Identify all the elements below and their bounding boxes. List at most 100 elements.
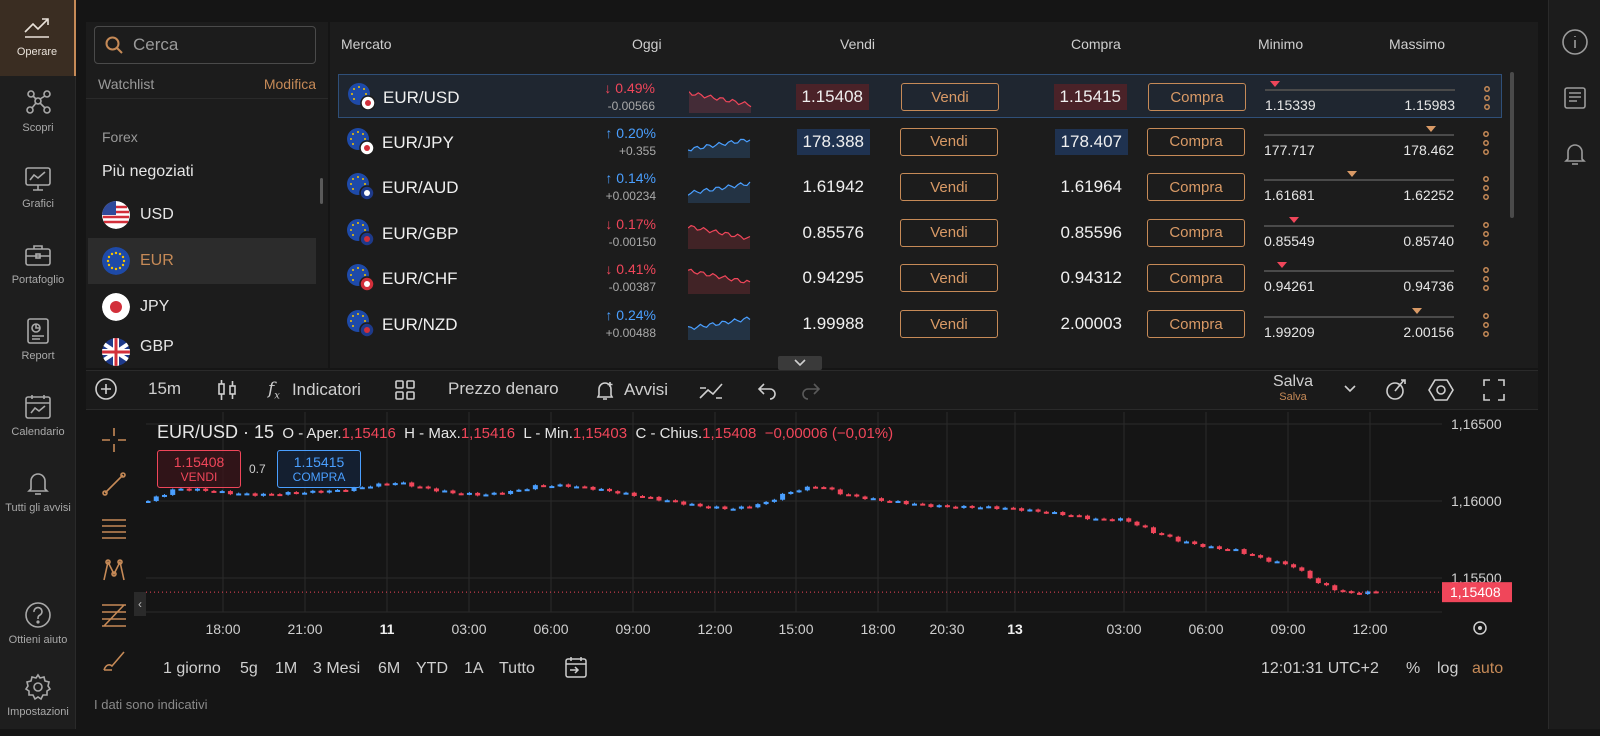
- trend-line-icon[interactable]: [100, 470, 128, 498]
- interval-button[interactable]: 15m: [148, 379, 182, 398]
- nav-item-grafici[interactable]: Grafici: [0, 152, 76, 228]
- quick-draw-icon[interactable]: [1384, 377, 1410, 403]
- column-header-market[interactable]: Mercato: [341, 36, 392, 52]
- column-header-today[interactable]: Oggi: [632, 36, 662, 52]
- more-options-icon[interactable]: [1480, 221, 1492, 247]
- watchlist-item-usd[interactable]: USD: [88, 192, 316, 238]
- indicators-button[interactable]: fx Indicatori: [268, 379, 361, 402]
- log-scale-toggle[interactable]: log: [1437, 660, 1459, 677]
- chart-sell-button[interactable]: 1.15408 VENDI: [157, 450, 241, 488]
- layout-icon[interactable]: [394, 379, 416, 401]
- candle-body: [763, 501, 769, 505]
- flag-us-icon: [102, 201, 130, 229]
- bell-icon[interactable]: [1561, 140, 1589, 168]
- gear-icon[interactable]: [1466, 614, 1534, 634]
- range-button[interactable]: YTD: [416, 660, 448, 677]
- buy-button[interactable]: Compra: [1148, 83, 1246, 111]
- watchlist-item-gbp[interactable]: GBP: [88, 330, 316, 366]
- collapse-tools-chevron-icon[interactable]: ‹: [134, 592, 146, 616]
- candle-body: [1159, 533, 1165, 536]
- column-header-buy[interactable]: Compra: [1071, 36, 1121, 52]
- fullscreen-icon[interactable]: [1482, 378, 1506, 402]
- range-button[interactable]: 1M: [275, 660, 298, 677]
- table-row[interactable]: EUR/GBP ↓ 0.17% -0.00150 0.85576 Vendi 0.8559…: [338, 211, 1502, 255]
- nav-item-impostazioni[interactable]: Impostazioni: [0, 660, 76, 736]
- buy-button[interactable]: Compra: [1147, 173, 1245, 202]
- nav-item-avvisi[interactable]: Tutti gli avvisi: [0, 456, 76, 536]
- scrollbar[interactable]: [320, 178, 323, 204]
- price-type-button[interactable]: Prezzo denaro: [448, 379, 559, 398]
- nav-item-scopri[interactable]: Scopri: [0, 76, 76, 152]
- watchlist-item-jpy[interactable]: JPY: [88, 284, 316, 330]
- buy-button[interactable]: Compra: [1147, 264, 1245, 293]
- more-options-icon[interactable]: [1480, 266, 1492, 292]
- save-button[interactable]: Salva Salva: [1272, 373, 1314, 403]
- more-options-icon[interactable]: [1480, 312, 1492, 338]
- column-header-max[interactable]: Massimo: [1389, 36, 1446, 52]
- sell-button[interactable]: Vendi: [901, 83, 999, 111]
- watchlist-item-eur[interactable]: EUR: [88, 238, 316, 284]
- candle-body: [1109, 519, 1115, 522]
- settings-hexagon-icon[interactable]: [1428, 377, 1454, 403]
- undo-icon[interactable]: [756, 380, 778, 400]
- redo-icon[interactable]: [800, 380, 822, 400]
- axis-settings-icon[interactable]: [1473, 621, 1487, 635]
- fibonacci-icon[interactable]: [100, 600, 128, 628]
- info-icon[interactable]: [1561, 28, 1589, 56]
- range-button[interactable]: 3 Mesi: [313, 660, 361, 677]
- candle-body: [854, 494, 860, 497]
- last-price-tag: [1442, 582, 1512, 603]
- table-row[interactable]: EUR/NZD ↑ 0.24% +0.00488 1.99988 Vendi 2.0000…: [338, 302, 1502, 346]
- range-button[interactable]: Tutto: [499, 660, 535, 677]
- sell-button[interactable]: Vendi: [900, 264, 998, 293]
- auto-scale-toggle[interactable]: auto: [1472, 660, 1504, 677]
- news-icon[interactable]: [1561, 84, 1589, 112]
- collapse-handle[interactable]: [778, 356, 822, 370]
- sell-button[interactable]: Vendi: [900, 310, 998, 338]
- candle-body: [1093, 518, 1099, 521]
- nav-item-aiuto[interactable]: Ottieni aiuto: [0, 588, 76, 664]
- nav-item-report[interactable]: Report: [0, 304, 76, 380]
- buy-button[interactable]: Compra: [1147, 218, 1245, 247]
- nav-item-calendario[interactable]: Calendario: [0, 380, 76, 456]
- buy-button[interactable]: Compra: [1147, 310, 1245, 338]
- horizontal-lines-icon[interactable]: [100, 514, 128, 542]
- candles-icon[interactable]: [216, 378, 238, 402]
- buy-button[interactable]: Compra: [1147, 127, 1245, 156]
- candle-body: [1249, 553, 1255, 556]
- column-header-min[interactable]: Minimo: [1258, 36, 1304, 52]
- sell-button[interactable]: Vendi: [900, 127, 998, 156]
- nav-item-portafoglio[interactable]: Portafoglio: [0, 228, 76, 304]
- table-row[interactable]: EUR/USD ↓ 0.49% -0.00566 1.15408 Vendi 1.1541…: [338, 74, 1502, 118]
- table-row[interactable]: EUR/JPY ↑ 0.20% +0.355 178.388 Vendi 178.407 C…: [338, 120, 1502, 164]
- more-options-icon[interactable]: [1480, 175, 1492, 201]
- table-scrollbar[interactable]: [1510, 72, 1514, 218]
- column-header-sell[interactable]: Vendi: [840, 36, 876, 52]
- range-button[interactable]: 1 giorno: [163, 660, 221, 677]
- percent-scale-toggle[interactable]: %: [1406, 660, 1421, 677]
- range-button[interactable]: 5g: [240, 660, 258, 677]
- add-icon[interactable]: [94, 377, 118, 401]
- date-range-icon[interactable]: [564, 655, 588, 684]
- search-input[interactable]: Cerca: [94, 26, 316, 64]
- alarm-add-icon: [596, 382, 614, 400]
- pattern-icon[interactable]: [100, 556, 128, 584]
- sell-button[interactable]: Vendi: [900, 218, 998, 247]
- nav-item-operare[interactable]: Operare: [0, 0, 76, 76]
- range-button[interactable]: 1A: [464, 660, 484, 677]
- watchlist-edit-link[interactable]: Modifica: [263, 76, 316, 92]
- table-row[interactable]: EUR/AUD ↑ 0.14% +0.00234 1.61942 Vendi 1.6196…: [338, 165, 1502, 209]
- more-options-icon[interactable]: [1480, 130, 1492, 156]
- table-row[interactable]: EUR/CHF ↓ 0.41% -0.00387 0.94295 Vendi 0.9431…: [338, 256, 1502, 300]
- range-button[interactable]: 6M: [378, 660, 401, 677]
- chart-toolbar: 15m fx Indicatori Prezzo denaro Avvisi S…: [86, 370, 1538, 410]
- more-options-icon[interactable]: [1481, 85, 1493, 111]
- chart-buy-button[interactable]: 1.15415 COMPRA: [277, 450, 361, 488]
- brush-icon[interactable]: [100, 646, 128, 674]
- save-dropdown-chevron-icon[interactable]: [1344, 385, 1356, 393]
- alerts-button[interactable]: Avvisi: [594, 379, 668, 401]
- sell-button[interactable]: Vendi: [900, 173, 998, 202]
- compare-icon[interactable]: [698, 378, 724, 402]
- crosshair-icon[interactable]: [100, 426, 128, 454]
